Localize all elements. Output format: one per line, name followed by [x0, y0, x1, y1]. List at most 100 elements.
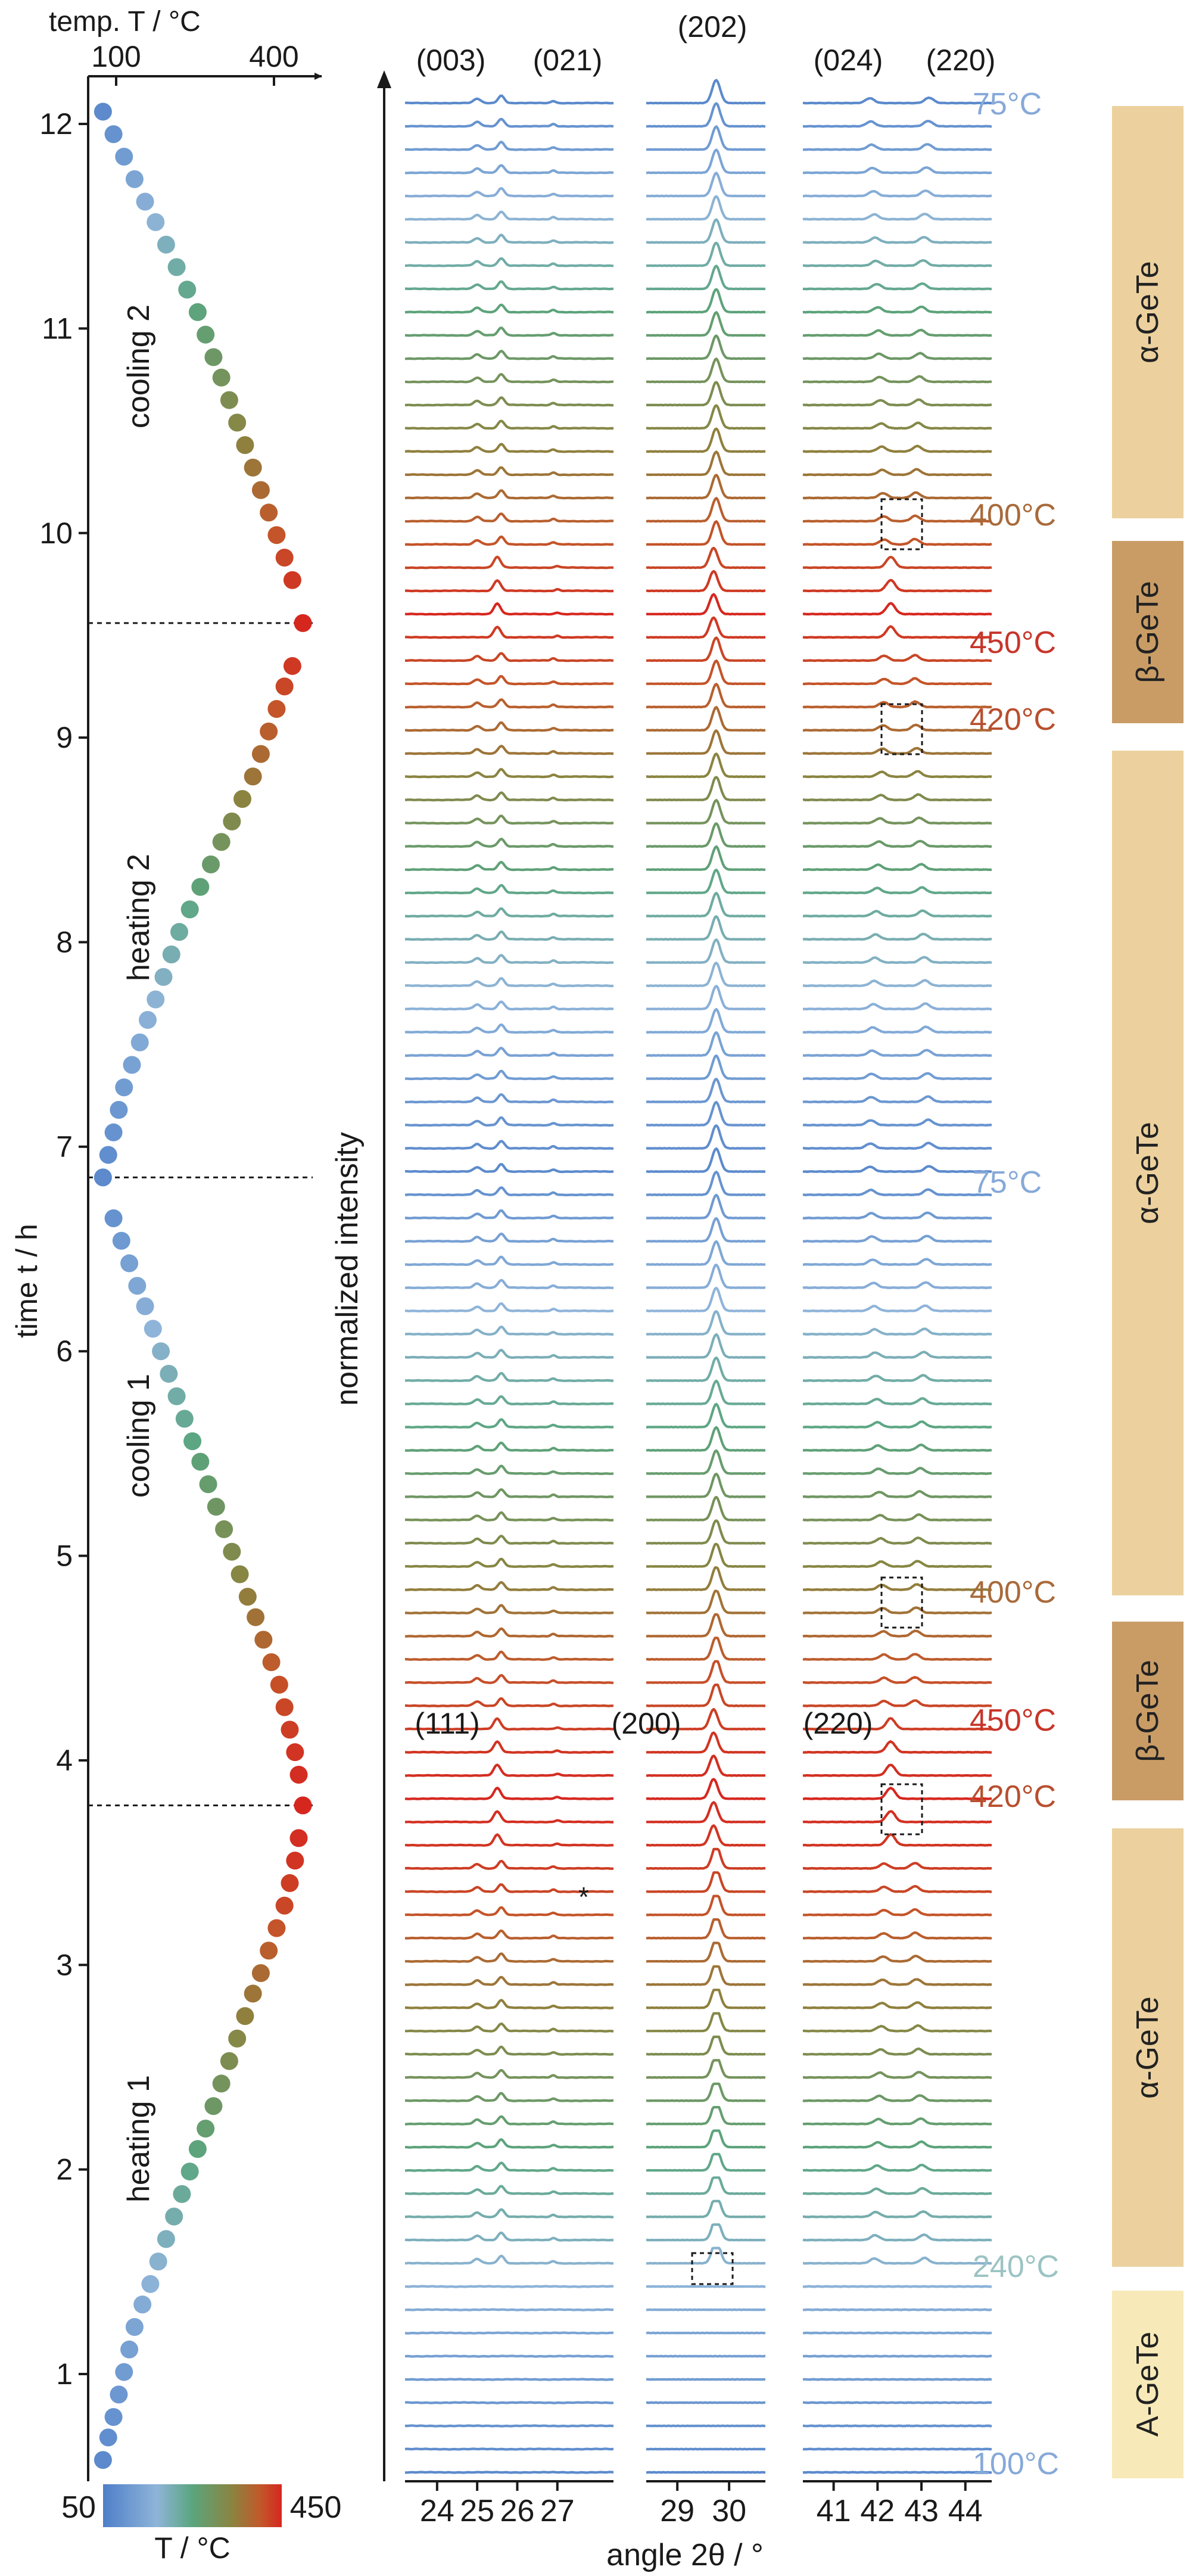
pattern-segment	[802, 1908, 992, 1917]
pattern-segment	[404, 2231, 614, 2242]
pattern-segment	[646, 1637, 766, 1661]
pattern-segment	[405, 234, 614, 244]
temperature-dot	[178, 281, 197, 299]
pattern-segment	[646, 1801, 766, 1824]
temperature-dot	[183, 1432, 202, 1451]
diffraction-pattern	[404, 2354, 992, 2358]
pattern-segment	[404, 1883, 614, 1893]
pattern-segment	[803, 1931, 992, 1940]
diffraction-pattern	[404, 1357, 992, 1382]
pattern-segment	[802, 259, 992, 267]
pattern-segment	[404, 2354, 614, 2358]
temperature-dot	[157, 235, 175, 254]
temperature-dot	[115, 147, 133, 166]
diffraction-pattern	[404, 1124, 992, 1150]
pattern-segment	[802, 2117, 992, 2126]
diffraction-pattern	[404, 148, 992, 175]
temperature-dot	[294, 614, 312, 632]
pattern-segment	[405, 2092, 614, 2102]
diffraction-pattern	[405, 683, 992, 709]
diffraction-pattern	[404, 79, 992, 105]
diffraction-pattern	[404, 1310, 992, 1336]
pattern-segment	[802, 1717, 992, 1731]
pattern-segment	[802, 2210, 992, 2219]
pattern-segment	[404, 1488, 614, 1498]
pattern-segment	[646, 822, 766, 848]
highlight-box	[691, 2252, 734, 2285]
pattern-segment	[646, 1008, 766, 1034]
pattern-segment	[646, 2012, 766, 2033]
pattern-segment	[404, 1810, 614, 1824]
pattern-segment	[646, 1379, 766, 1405]
diffraction-pattern	[405, 706, 992, 732]
temperature-dot	[283, 657, 301, 675]
temp-label-450-bottom: 450°C	[970, 1703, 1056, 1738]
pattern-segment	[404, 861, 614, 872]
pattern-segment	[802, 1049, 992, 1057]
pattern-segment	[404, 2471, 614, 2474]
temperature-dot	[110, 1101, 128, 1119]
pattern-segment	[404, 768, 614, 779]
temperature-dot	[136, 192, 154, 211]
colorbar-max-label: 450	[290, 2490, 342, 2525]
reflection-024-label: (024)	[814, 43, 883, 77]
pattern-segment	[404, 1697, 614, 1707]
diffraction-pattern	[404, 938, 992, 965]
time-tick-label: 8	[56, 925, 73, 959]
diffraction-pattern	[404, 1824, 992, 1847]
pattern-segment	[404, 1441, 614, 1452]
diffraction-pattern	[404, 1637, 992, 1661]
pattern-segment	[802, 1833, 992, 1847]
time-axis-label: time t / h	[10, 1224, 43, 1338]
diffraction-pattern	[404, 1426, 992, 1452]
diffraction-pattern	[404, 1402, 992, 1429]
pattern-segment	[802, 1327, 992, 1336]
temp-label-75-mid: 75°C	[973, 1165, 1042, 1200]
pattern-segment	[404, 602, 614, 616]
pattern-segment	[404, 512, 614, 523]
temperature-dot	[144, 1320, 162, 1338]
temperature-dot	[212, 833, 231, 851]
pattern-segment	[404, 907, 614, 918]
pattern-segment	[404, 883, 614, 895]
temperature-dot	[281, 1721, 299, 1739]
pattern-segment	[646, 1731, 766, 1754]
pattern-segment	[802, 2447, 992, 2451]
pattern-segment	[802, 979, 992, 988]
temperature-dot	[115, 2363, 133, 2381]
temperature-dot	[228, 413, 247, 432]
diffraction-pattern	[404, 1473, 992, 1498]
diffraction-pattern	[404, 570, 992, 593]
pattern-segment	[646, 593, 766, 616]
pattern-segment	[404, 1464, 614, 1475]
temperature-dot	[162, 945, 180, 964]
pattern-segment	[802, 1002, 992, 1011]
temperature-dot	[191, 1452, 210, 1471]
pattern-segment	[646, 616, 766, 639]
pattern-segment	[646, 636, 766, 662]
temperature-dot	[125, 2318, 144, 2337]
pattern-segment	[802, 1188, 992, 1197]
temperature-dot	[99, 2428, 117, 2447]
temperature-dot	[254, 1631, 273, 1649]
reflection-003-label: (003)	[416, 43, 486, 77]
pattern-segment	[646, 125, 766, 151]
pattern-segment	[802, 2094, 992, 2102]
pattern-segment	[802, 1467, 992, 1475]
diffraction-pattern	[404, 1918, 992, 1940]
pattern-segment	[646, 1217, 765, 1243]
temperature-dot	[212, 2074, 231, 2093]
pattern-segment	[404, 1209, 614, 1220]
pattern-segment	[646, 1124, 766, 1150]
pattern-segment	[802, 213, 992, 221]
temperature-dot	[191, 878, 210, 896]
pattern-segment	[802, 1885, 992, 1893]
pattern-segment	[802, 2047, 992, 2056]
pattern-segment	[404, 1140, 614, 1150]
temperature-dot	[130, 1033, 149, 1051]
pattern-segment	[404, 1302, 613, 1312]
pattern-segment	[646, 288, 766, 314]
pattern-segment	[646, 1894, 765, 1917]
pattern-segment	[802, 2140, 992, 2149]
diffraction-pattern	[405, 1613, 992, 1638]
